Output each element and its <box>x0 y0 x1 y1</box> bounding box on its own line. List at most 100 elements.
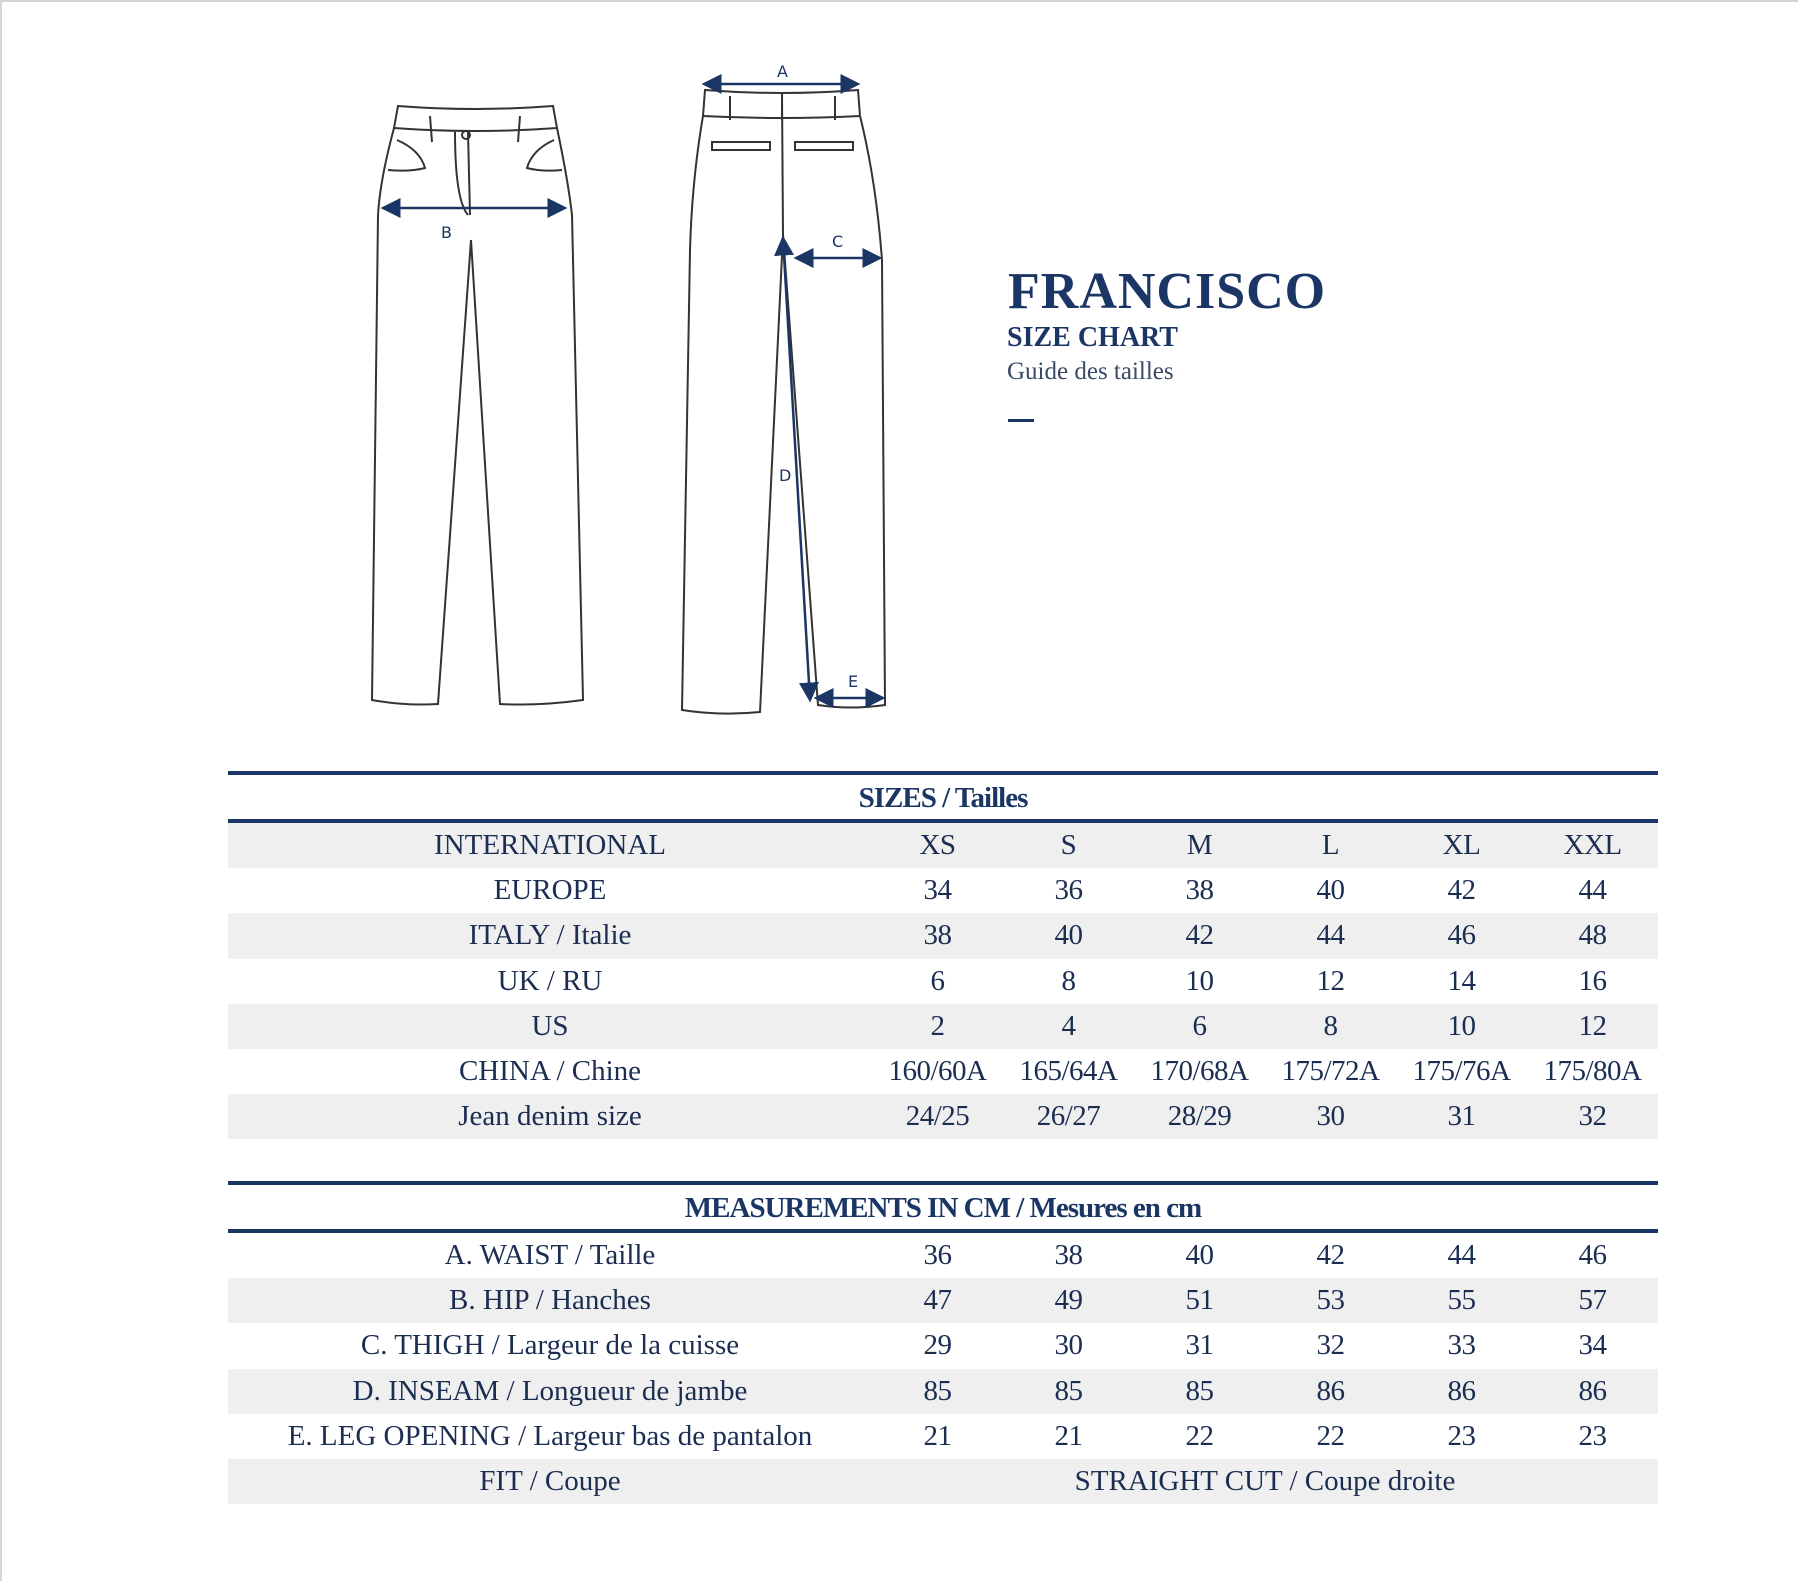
size-chart-heading-fr: Guide des tailles <box>1007 358 1174 385</box>
label-d: D <box>779 466 791 485</box>
cell-value: 6 <box>1192 1009 1208 1042</box>
fit-value: STRAIGHT CUT / Coupe droite <box>1074 1464 1456 1497</box>
cell-value: S <box>1060 829 1077 861</box>
row-label: Jean denim size <box>458 1100 642 1133</box>
cell-value: 46 <box>1578 1239 1608 1271</box>
cell-value: 55 <box>1447 1284 1477 1317</box>
cell-value: 38 <box>1054 1239 1084 1271</box>
cell-value: 12 <box>1316 964 1346 997</box>
cell-value: 30 <box>1316 1100 1346 1133</box>
cell-value: 34 <box>923 874 953 907</box>
cell-value: 85 <box>923 1374 953 1407</box>
cell-value: 40 <box>1316 874 1346 907</box>
rule <box>228 1229 1658 1233</box>
cell-value: 23 <box>1447 1419 1477 1452</box>
rule <box>228 771 1658 775</box>
cell-value: 36 <box>1054 874 1084 907</box>
cell-value: 44 <box>1578 874 1608 907</box>
cell-value: 14 <box>1447 964 1477 997</box>
table-row: Jean denim size 24/25 26/27 28/29 30 31 32 <box>228 1094 1658 1140</box>
cell-value: 22 <box>1185 1419 1215 1452</box>
cell-value: 51 <box>1185 1284 1215 1317</box>
table-row: B. HIP / Hanches 47 49 51 53 55 57 <box>228 1278 1658 1324</box>
measure-lines <box>380 74 886 708</box>
cell-value: 30 <box>1054 1329 1084 1362</box>
cell-value: 6 <box>930 964 946 997</box>
label-e: E <box>848 672 858 691</box>
row-label: US <box>531 1009 569 1042</box>
fit-row: FIT / Coupe STRAIGHT CUT / Coupe droite <box>228 1458 1658 1505</box>
sizes-table: SIZES / Tailles INTERNATIONAL XS S M L XL XXL E… <box>228 771 1658 1140</box>
table-row: CHINA / Chine 160/60A 165/64A 170/68A 175/72… <box>228 1049 1658 1094</box>
cell-value: 44 <box>1316 919 1346 952</box>
cell-value: XS <box>919 829 956 861</box>
cell-value: 24/25 <box>905 1100 970 1133</box>
cell-value: 49 <box>1054 1284 1084 1317</box>
rule <box>228 819 1658 823</box>
cell-value: 32 <box>1578 1100 1608 1133</box>
cell-value: 86 <box>1316 1374 1346 1407</box>
row-label: C. THIGH / Largeur de la cuisse <box>360 1329 740 1362</box>
cell-value: 175/80A <box>1543 1054 1643 1087</box>
cell-value: 38 <box>1185 874 1215 907</box>
table-row: E. LEG OPENING / Largeur bas de pantalon… <box>228 1414 1658 1459</box>
cell-value: 40 <box>1185 1239 1215 1271</box>
row-label: ITALY / Italie <box>468 919 632 952</box>
cell-value: 42 <box>1185 919 1215 952</box>
row-label: EUROPE <box>493 874 607 907</box>
cell-value: 28/29 <box>1167 1100 1232 1133</box>
measurements-table: MEASUREMENTS IN CM / Mesures en cm A. WA… <box>228 1181 1658 1505</box>
cell-value: 23 <box>1578 1419 1608 1452</box>
cell-value: 8 <box>1323 1009 1339 1042</box>
cell-value: 42 <box>1447 874 1477 907</box>
cell-value: 12 <box>1578 1009 1608 1042</box>
rule <box>228 1181 1658 1185</box>
row-label: UK / RU <box>497 964 603 997</box>
cell-value: 33 <box>1447 1329 1477 1362</box>
sizes-table-title: SIZES / Tailles <box>858 782 1029 814</box>
cell-value: 31 <box>1185 1329 1215 1362</box>
row-label: E. LEG OPENING / Largeur bas de pantalon <box>287 1419 813 1452</box>
row-label: A. WAIST / Taille <box>444 1239 656 1271</box>
cell-value: 175/76A <box>1412 1054 1512 1087</box>
cell-value: 86 <box>1447 1374 1477 1407</box>
row-label: CHINA / Chine <box>458 1054 642 1087</box>
cell-value: 31 <box>1447 1100 1477 1133</box>
cell-value: M <box>1186 829 1213 861</box>
cell-value: 86 <box>1578 1374 1608 1407</box>
cell-value: 29 <box>923 1329 953 1362</box>
cell-value: 38 <box>923 919 953 952</box>
cell-value: 21 <box>1054 1419 1084 1452</box>
cell-value: 53 <box>1316 1284 1346 1317</box>
size-chart-heading: SIZE CHART <box>1007 322 1178 353</box>
cell-value: 16 <box>1578 964 1608 997</box>
cell-value: 4 <box>1061 1009 1077 1042</box>
cell-value: 34 <box>1578 1329 1608 1362</box>
table-row: INTERNATIONAL XS S M L XL XXL <box>228 823 1658 869</box>
row-label: INTERNATIONAL <box>434 829 666 861</box>
measurements-table-title: MEASUREMENTS IN CM / Mesures en cm <box>684 1192 1202 1224</box>
cell-value: 8 <box>1061 964 1077 997</box>
cell-value: 170/68A <box>1150 1054 1250 1087</box>
cell-value: XL <box>1442 829 1481 861</box>
cell-value: XXL <box>1563 829 1622 861</box>
cell-value: 175/72A <box>1281 1054 1381 1087</box>
cell-value: 57 <box>1578 1284 1608 1317</box>
cell-value: 160/60A <box>888 1054 988 1087</box>
table-row: A. WAIST / Taille 36 38 40 42 44 46 <box>228 1233 1658 1278</box>
cell-value: 44 <box>1447 1239 1477 1271</box>
cell-value: L <box>1321 829 1340 861</box>
cell-value: 85 <box>1185 1374 1215 1407</box>
cell-value: 21 <box>923 1419 953 1452</box>
divider <box>1008 419 1034 422</box>
cell-value: 32 <box>1316 1329 1346 1362</box>
table-row: US 2 4 6 8 10 12 <box>228 1003 1658 1049</box>
cell-value: 85 <box>1054 1374 1084 1407</box>
table-row: EUROPE 34 36 38 40 42 44 <box>228 868 1658 913</box>
table-row: D. INSEAM / Longueur de jambe 85 85 85 86 86 8… <box>228 1368 1658 1414</box>
cell-value: 10 <box>1447 1009 1477 1042</box>
cell-value: 46 <box>1447 919 1477 952</box>
label-b: B <box>441 223 452 242</box>
row-label: FIT / Coupe <box>479 1464 621 1497</box>
